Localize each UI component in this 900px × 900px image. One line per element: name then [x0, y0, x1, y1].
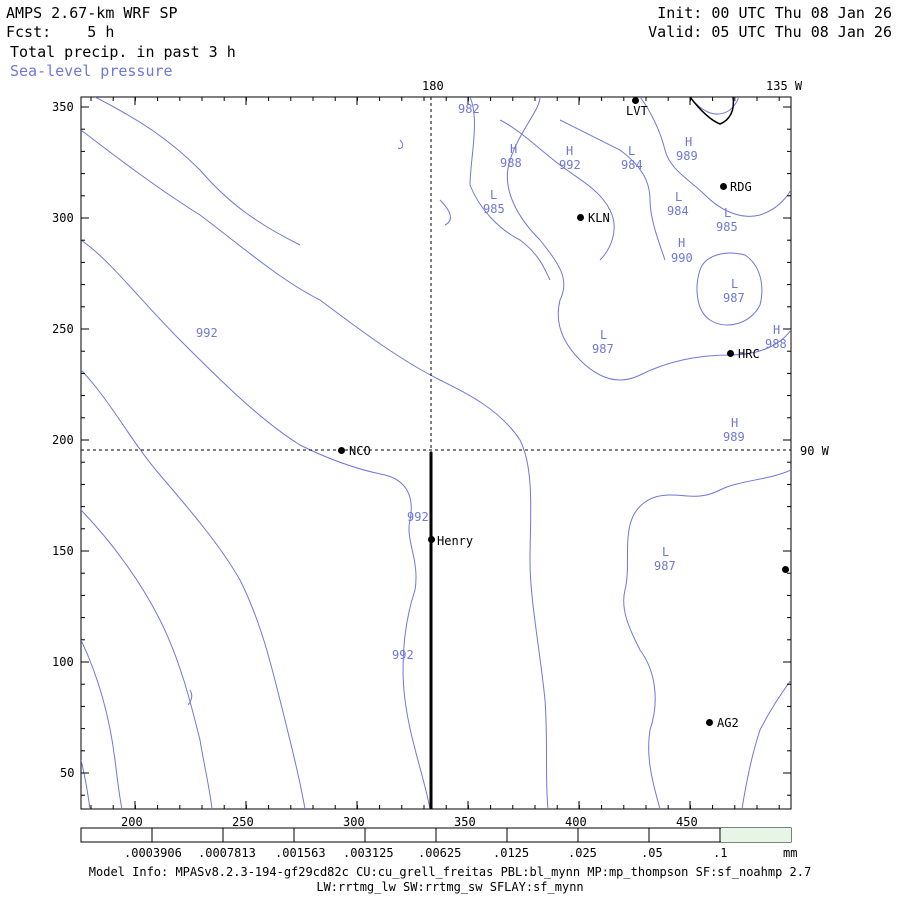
contour-prefix: H	[773, 323, 781, 337]
contour-label: 989	[723, 430, 745, 444]
colorbar-label: .003125	[343, 846, 394, 860]
contour-label: 992	[392, 648, 414, 662]
x-tick-label: 450	[676, 815, 698, 829]
station-marker	[577, 214, 584, 221]
valid-time: Valid: 05 UTC Thu 08 Jan 26	[648, 23, 892, 41]
contour-label: 992	[196, 326, 218, 340]
contour-prefix: H	[510, 142, 518, 156]
corner-lon-label: 135 W	[766, 79, 803, 93]
colorbar-label: .0003906	[124, 846, 182, 860]
contour-label: 982	[458, 102, 480, 116]
contour-prefix: L	[675, 190, 683, 204]
colorbar-label: .0007813	[198, 846, 256, 860]
colorbar-green-segment	[721, 828, 791, 842]
contour-prefix: L	[600, 328, 608, 342]
contour-label: 992	[407, 510, 429, 524]
field-slp-title: Sea-level pressure	[10, 62, 173, 80]
colorbar-label: .00625	[418, 846, 462, 860]
station-marker	[428, 536, 435, 543]
contour-prefix: H	[566, 144, 574, 158]
y-tick-label: 200	[52, 433, 74, 447]
model-title: AMPS 2.67-km WRF SP	[6, 4, 178, 22]
station-label: HRC	[738, 347, 760, 361]
station-marker	[727, 350, 734, 357]
contour-label: 992	[559, 158, 581, 172]
contour-label: 985	[716, 220, 738, 234]
contour-prefix: H	[731, 416, 739, 430]
contour-label: 984	[667, 204, 689, 218]
station-label: KLN	[588, 211, 610, 225]
contour-prefix: L	[628, 144, 636, 158]
station-label: NCO	[349, 444, 371, 458]
station-label: AG2	[717, 716, 739, 730]
parallel-label: 90 W	[800, 444, 829, 458]
contour-prefix: H	[685, 135, 693, 149]
station-marker-unlabeled	[782, 566, 789, 573]
x-tick-label: 250	[232, 815, 254, 829]
contour-prefix: L	[662, 545, 670, 559]
y-tick-label: 300	[52, 211, 74, 225]
x-tick-label: 350	[454, 815, 476, 829]
colorbar-label: .05	[641, 846, 663, 860]
colorbar-label: .001563	[275, 846, 326, 860]
y-tick-label: 100	[52, 655, 74, 669]
contour-label: 987	[592, 342, 614, 356]
contour-label: 984	[621, 158, 643, 172]
station-label: LVT	[626, 104, 648, 118]
colorbar-label: .025	[568, 846, 597, 860]
y-tick-label: 150	[52, 544, 74, 558]
station-marker	[632, 97, 639, 104]
meridian-label: 180	[422, 79, 444, 93]
y-tick-label: 50	[60, 766, 75, 780]
x-tick-label: 300	[343, 815, 365, 829]
station-marker	[720, 183, 727, 190]
model-info-line2: LW:rrtmg_lw SW:rrtmg_sw SFLAY:sf_mynn	[316, 880, 584, 894]
colorbar-units: mm	[783, 846, 798, 860]
station-label: Henry	[437, 534, 474, 548]
x-tick-label: 400	[565, 815, 587, 829]
colorbar-label: .1	[713, 846, 728, 860]
contour-label: 985	[483, 202, 505, 216]
model-info-line1: Model Info: MPASv8.2.3-194-gf29cd82c CU:…	[88, 865, 812, 879]
precip-colorbar	[80, 827, 792, 843]
contour-prefix: L	[731, 277, 739, 291]
init-time: Init: 00 UTC Thu 08 Jan 26	[657, 4, 892, 22]
contour-label: 989	[676, 149, 698, 163]
contour-label: 990	[671, 251, 693, 265]
y-tick-label: 350	[52, 100, 74, 114]
contour-prefix: H	[678, 236, 686, 250]
station-label: RDG	[730, 180, 752, 194]
map-frame	[80, 96, 792, 810]
contour-label: 987	[723, 291, 745, 305]
x-tick-label: 200	[121, 815, 143, 829]
slp-contours	[81, 97, 791, 809]
colorbar-label: .0125	[493, 846, 530, 860]
contour-prefix: L	[490, 188, 498, 202]
contour-prefix: L	[724, 206, 732, 220]
forecast-hour: Fcst: 5 h	[6, 23, 115, 41]
contour-label: 988	[765, 337, 787, 351]
contour-label: 988	[500, 156, 522, 170]
contour-label: 987	[654, 559, 676, 573]
y-tick-label: 250	[52, 322, 74, 336]
coastline	[689, 96, 735, 125]
station-marker	[706, 719, 713, 726]
station-marker	[338, 447, 345, 454]
field-precip-title: Total precip. in past 3 h	[10, 43, 236, 61]
